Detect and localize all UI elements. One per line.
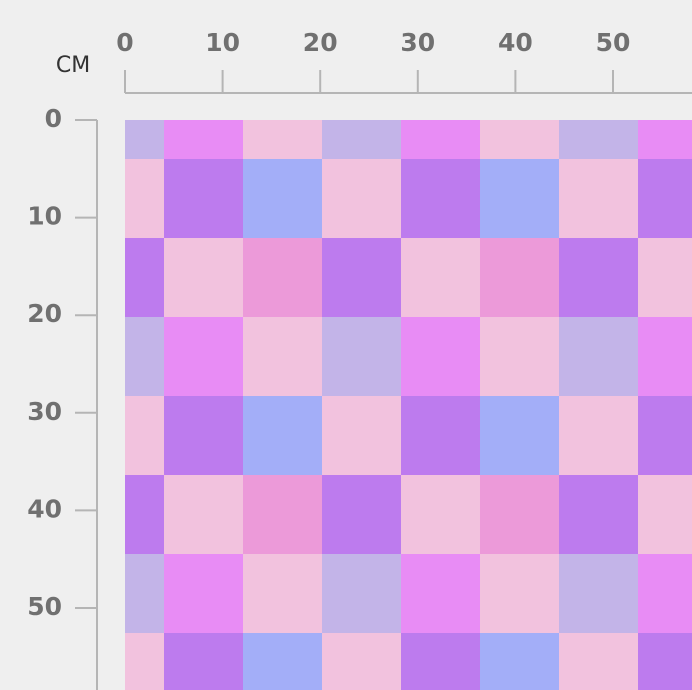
- tile: [559, 238, 638, 317]
- tile: [401, 120, 480, 159]
- tile: [401, 159, 480, 238]
- tile: [164, 554, 243, 633]
- tile: [243, 554, 322, 633]
- x-tick-label: 50: [596, 28, 631, 57]
- tile: [322, 317, 401, 396]
- tile: [638, 159, 692, 238]
- y-tick-label: 20: [27, 299, 62, 328]
- tile: [125, 633, 164, 690]
- tile: [243, 633, 322, 690]
- tile: [322, 120, 401, 159]
- tile: [638, 554, 692, 633]
- y-tick-label: 10: [27, 202, 62, 231]
- tile: [638, 633, 692, 690]
- tile: [125, 120, 164, 159]
- tile: [243, 120, 322, 159]
- tile: [480, 396, 559, 475]
- tile: [164, 633, 243, 690]
- tile: [638, 238, 692, 317]
- tile: [480, 120, 559, 159]
- tile: [401, 475, 480, 554]
- tile: [638, 120, 692, 159]
- x-tick-label: 20: [303, 28, 338, 57]
- tile: [322, 159, 401, 238]
- tile: [243, 396, 322, 475]
- tile: [243, 317, 322, 396]
- tile: [322, 396, 401, 475]
- y-tick-label: 0: [45, 104, 62, 133]
- tile: [125, 396, 164, 475]
- tile: [125, 554, 164, 633]
- tile: [401, 317, 480, 396]
- tile: [559, 120, 638, 159]
- tile: [480, 554, 559, 633]
- tile: [559, 633, 638, 690]
- tile: [480, 317, 559, 396]
- tile: [125, 475, 164, 554]
- tile: [401, 238, 480, 317]
- tile: [322, 238, 401, 317]
- x-tick-label: 0: [116, 28, 133, 57]
- unit-label: CM: [56, 53, 90, 78]
- tile: [164, 475, 243, 554]
- y-tick-label: 40: [27, 494, 62, 523]
- tile: [638, 317, 692, 396]
- tile: [401, 396, 480, 475]
- tile: [164, 396, 243, 475]
- x-tick-label: 30: [400, 28, 435, 57]
- y-tick-label: 50: [27, 592, 62, 621]
- tile: [125, 159, 164, 238]
- tile: [243, 159, 322, 238]
- y-tick-label: 30: [27, 397, 62, 426]
- tile: [559, 317, 638, 396]
- tile: [480, 159, 559, 238]
- tile: [480, 475, 559, 554]
- tile: [164, 238, 243, 317]
- tile: [401, 633, 480, 690]
- tile: [638, 475, 692, 554]
- tile: [559, 159, 638, 238]
- tile: [480, 633, 559, 690]
- x-tick-label: 40: [498, 28, 533, 57]
- tile: [125, 238, 164, 317]
- tile: [243, 238, 322, 317]
- tile: [164, 317, 243, 396]
- tile: [638, 396, 692, 475]
- tile: [164, 120, 243, 159]
- tile: [559, 475, 638, 554]
- tile: [322, 475, 401, 554]
- tile: [480, 238, 559, 317]
- tile: [559, 554, 638, 633]
- tile: [125, 317, 164, 396]
- tile: [322, 554, 401, 633]
- pattern: [125, 120, 692, 690]
- tile: [164, 159, 243, 238]
- tile: [322, 633, 401, 690]
- x-tick-label: 10: [205, 28, 240, 57]
- tile: [401, 554, 480, 633]
- tile: [243, 475, 322, 554]
- tile: [559, 396, 638, 475]
